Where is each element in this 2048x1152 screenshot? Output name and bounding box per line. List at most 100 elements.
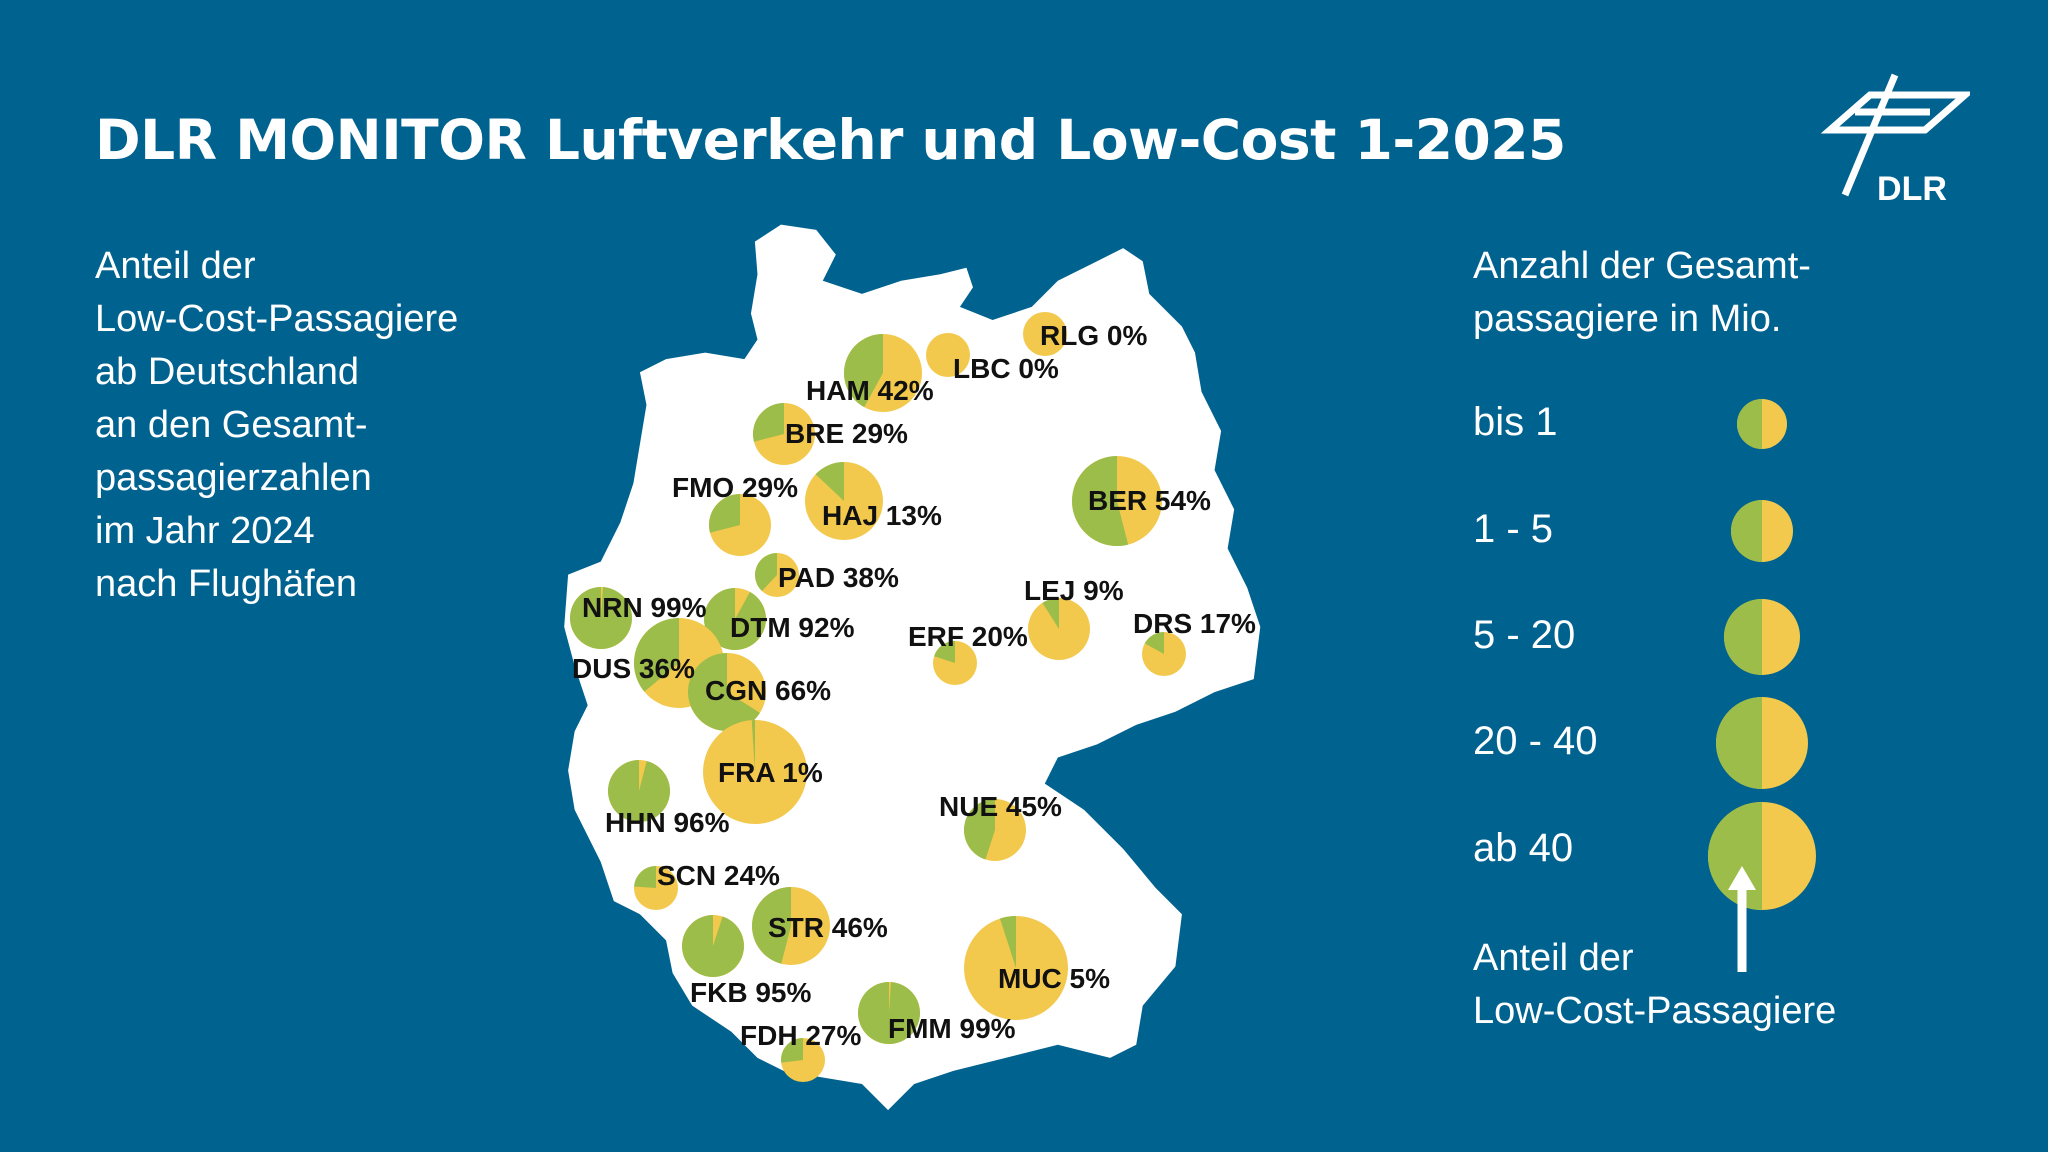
airport-label-scn: SCN 24%	[657, 860, 780, 891]
legend-label: bis 1	[1473, 400, 1558, 444]
description-line: passagierzahlen	[95, 457, 372, 499]
dlr-logo: DLR	[1820, 73, 1970, 208]
pie-low-cost-slice	[688, 653, 760, 731]
airport-label-lej: LEJ 9%	[1024, 575, 1124, 606]
pie-low-cost-slice	[1708, 802, 1762, 910]
airport-pie-dtm	[703, 588, 766, 650]
airport-pie-nue	[964, 799, 1026, 861]
airport-label-pad: PAD 38%	[778, 562, 899, 593]
airport-label-haj: HAJ 13%	[822, 500, 942, 531]
description-line: Anteil der	[95, 245, 256, 287]
airport-pie-nrn	[570, 587, 633, 649]
legend-label: ab 40	[1473, 826, 1574, 870]
map-description: Anteil der Low-Cost-Passagiere ab Deutsc…	[95, 240, 458, 611]
description-line: nach Flughäfen	[95, 563, 357, 605]
legend-pie	[1708, 802, 1816, 910]
pie-low-cost-slice	[751, 720, 755, 772]
airport-pie-lbc	[926, 333, 970, 377]
airport-pie-drs	[1142, 632, 1186, 676]
airport-label-muc: MUC 5%	[998, 963, 1110, 994]
pie-low-cost-slice	[999, 916, 1016, 968]
pie-low-cost-slice	[964, 799, 995, 860]
legend-note-line: Low-Cost-Passagiere	[1473, 990, 1837, 1032]
pie-low-cost-slice	[1724, 599, 1762, 675]
airport-label-ham: HAM 42%	[806, 375, 934, 406]
airport-pie-muc	[964, 916, 1068, 1020]
airport-pie-fra	[703, 720, 807, 824]
description-line: im Jahr 2024	[95, 510, 315, 552]
legend-note: Anteil der Low-Cost-Passagiere	[1473, 932, 1836, 1038]
germany-outline	[564, 224, 1261, 1111]
pie-low-cost-slice	[1716, 697, 1762, 789]
airport-pie-scn	[634, 866, 678, 910]
airport-label-bre: BRE 29%	[785, 418, 908, 449]
legend-pie	[1716, 697, 1808, 789]
airport-label-nue: NUE 45%	[939, 791, 1062, 822]
pie-low-cost-slice	[844, 334, 883, 408]
legend-label: 20 - 40	[1473, 719, 1598, 763]
pie-other-slice	[1023, 312, 1067, 356]
airport-pie-fdh	[781, 1038, 825, 1082]
legend-pie	[1724, 599, 1800, 675]
airport-label-fdh: FDH 27%	[740, 1020, 861, 1051]
airport-pie-fmm	[857, 982, 920, 1044]
pie-low-cost-slice	[934, 641, 955, 663]
description-line: Low-Cost-Passagiere	[95, 298, 459, 340]
airport-pie-cgn	[688, 653, 766, 731]
pie-low-cost-slice	[815, 462, 844, 501]
logo-text: DLR	[1877, 170, 1947, 208]
airport-pie-bre	[753, 403, 815, 465]
airport-pie-str	[751, 887, 830, 965]
airport-pie-ham	[844, 334, 922, 412]
description-line: an den Gesamt-	[95, 404, 368, 446]
pie-low-cost-slice	[1144, 632, 1164, 654]
airport-label-rlg: RLG 0%	[1040, 320, 1147, 351]
pie-low-cost-slice	[681, 915, 744, 977]
pie-low-cost-slice	[709, 494, 740, 533]
airport-pie-fmo	[709, 494, 771, 556]
pie-other-slice	[926, 333, 970, 377]
pie-low-cost-slice	[607, 760, 670, 822]
airport-label-dtm: DTM 92%	[730, 612, 855, 643]
airport-label-str: STR 46%	[768, 912, 888, 943]
airport-label-erf: ERF 20%	[908, 621, 1028, 652]
airport-pie-erf	[933, 641, 977, 685]
airport-pie-hhn	[607, 760, 670, 822]
airport-pie-haj	[805, 462, 883, 540]
pie-low-cost-slice	[703, 588, 766, 650]
legend-arrow	[1728, 866, 1756, 972]
airport-pie-lej	[1028, 598, 1090, 660]
pie-low-cost-slice	[857, 982, 920, 1044]
airport-pie-rlg	[1023, 312, 1067, 356]
pie-low-cost-slice	[781, 1038, 803, 1063]
legend-title-line: Anzahl der Gesamt-	[1473, 245, 1811, 287]
legend-title-line: passagiere in Mio.	[1473, 298, 1782, 340]
legend-title: Anzahl der Gesamt- passagiere in Mio.	[1473, 240, 1811, 346]
airport-label-drs: DRS 17%	[1133, 608, 1256, 639]
legend-note-line: Anteil der	[1473, 937, 1634, 979]
pie-low-cost-slice	[633, 618, 679, 692]
airport-label-fkb: FKB 95%	[690, 977, 811, 1008]
legend-label: 5 - 20	[1473, 613, 1576, 657]
pie-low-cost-slice	[751, 887, 791, 964]
pie-low-cost-slice	[753, 403, 784, 442]
pie-low-cost-slice	[634, 866, 656, 888]
airport-label-nrn: NRN 99%	[582, 592, 707, 623]
legend-pie	[1731, 500, 1793, 562]
pie-low-cost-slice	[1072, 456, 1129, 546]
description-line: ab Deutschland	[95, 351, 360, 393]
pie-low-cost-slice	[1042, 598, 1059, 629]
legend-label: 1 - 5	[1473, 507, 1554, 551]
airport-label-lbc: LBC 0%	[953, 353, 1059, 384]
pie-low-cost-slice	[570, 587, 633, 649]
airport-pie-ber	[1072, 456, 1162, 546]
pie-low-cost-slice	[755, 553, 777, 592]
airport-label-ber: BER 54%	[1088, 485, 1211, 516]
legend-pie	[1737, 399, 1787, 449]
airport-label-fmo: FMO 29%	[672, 472, 798, 503]
pie-low-cost-slice	[1737, 399, 1762, 449]
page-title: DLR MONITOR Luftverkehr und Low-Cost 1-2…	[95, 108, 1566, 172]
airport-pie-fkb	[681, 915, 744, 977]
airport-label-hhn: HHN 96%	[605, 807, 730, 838]
